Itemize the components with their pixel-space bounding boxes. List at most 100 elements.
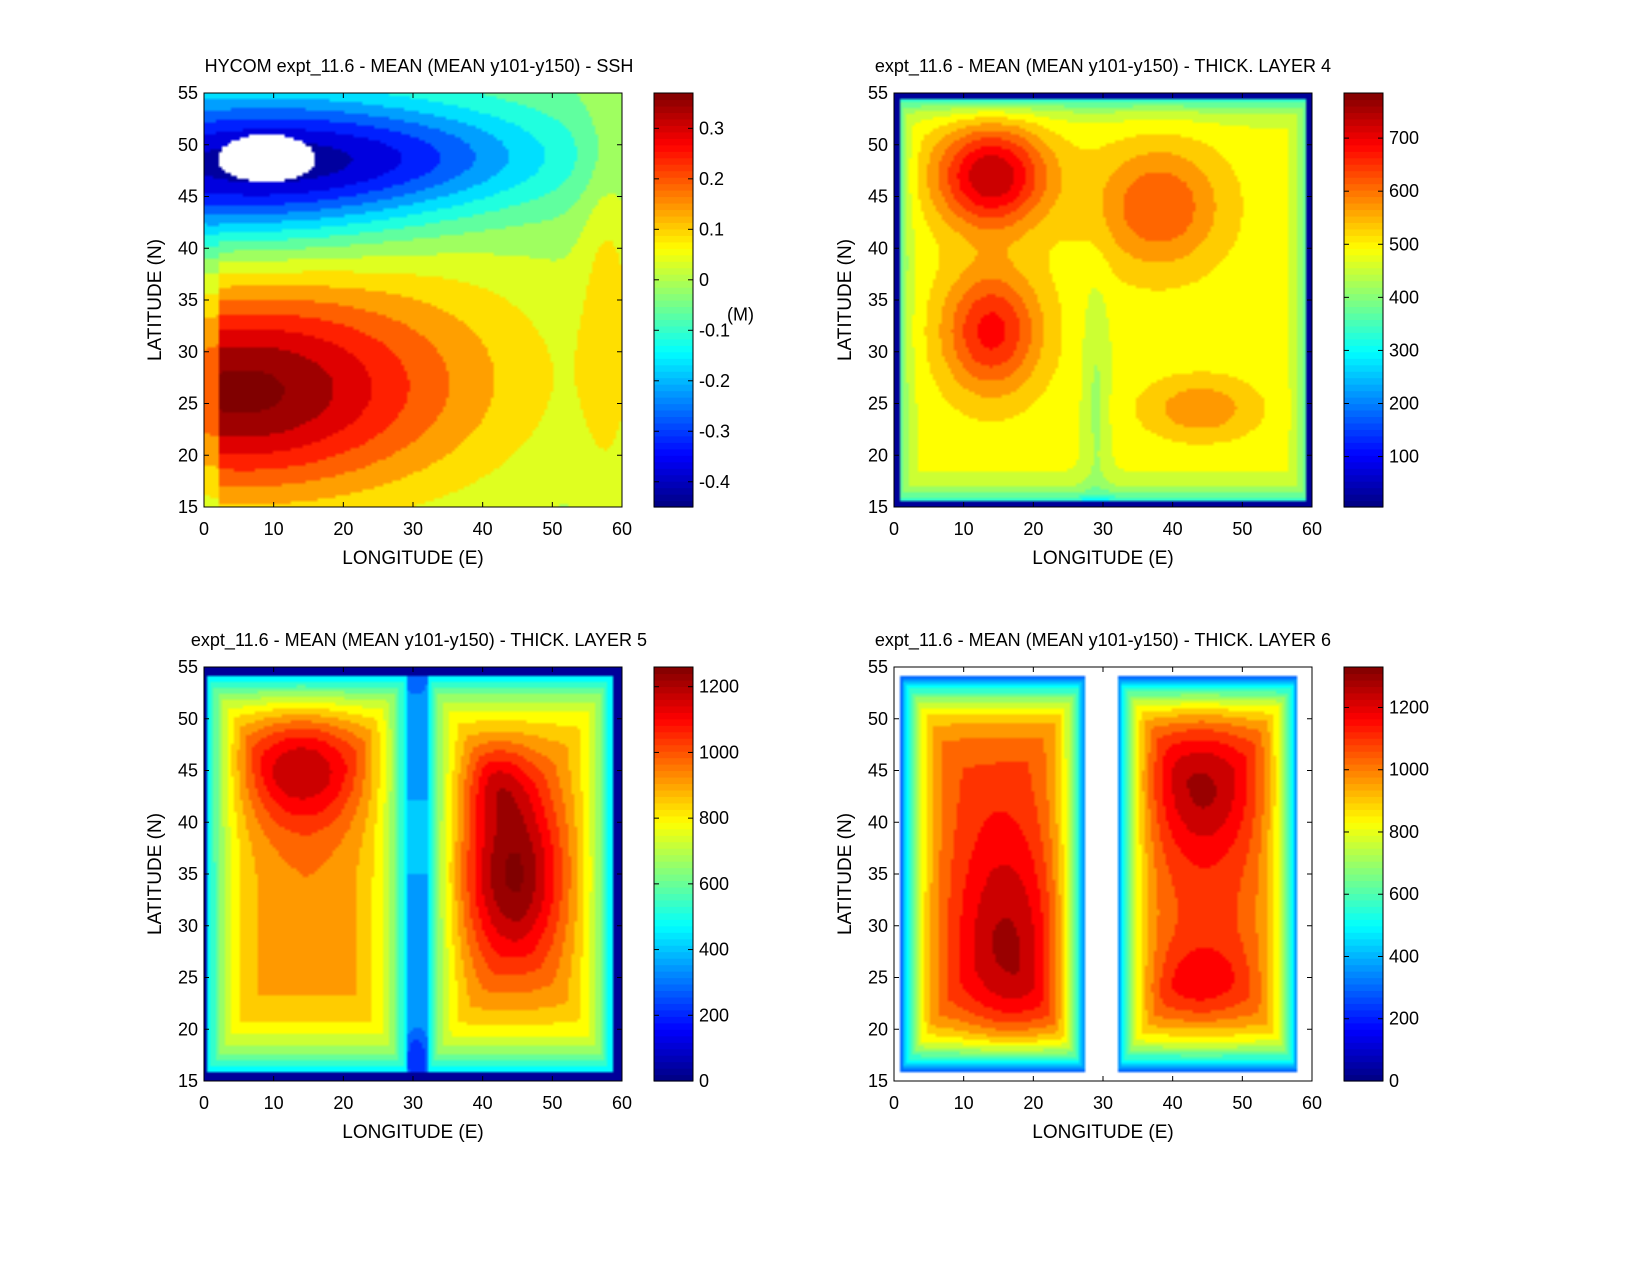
colorbar-tick-label: 600 — [699, 874, 729, 894]
colorbar-step — [654, 919, 693, 927]
colorbar-step — [654, 312, 693, 321]
colorbar-step — [1344, 964, 1383, 972]
colorbar-step — [654, 932, 693, 940]
colorbar-step — [654, 1009, 693, 1017]
x-axis-label: LONGITUDE (E) — [342, 548, 483, 569]
colorbar-step — [654, 345, 693, 353]
colorbar-step — [1344, 293, 1383, 301]
colorbar-step — [654, 964, 693, 972]
colorbar-step — [1344, 325, 1383, 333]
y-tick-label: 40 — [178, 238, 198, 258]
colorbar-step — [1344, 280, 1383, 288]
colorbar-step — [654, 215, 693, 223]
colorbar-step — [654, 815, 693, 823]
y-tick-label: 50 — [868, 709, 888, 729]
colorbar-tick-label: 400 — [1389, 287, 1419, 307]
field-image — [204, 667, 622, 1081]
colorbar-step — [654, 99, 693, 107]
colorbar-step — [1344, 241, 1383, 249]
y-axis-label: LATITUDE (N) — [145, 813, 166, 935]
colorbar-tick-label: 600 — [1389, 181, 1419, 201]
colorbar-step — [1344, 93, 1383, 101]
y-tick-label: 25 — [868, 968, 888, 988]
colorbar-tick-label: 0 — [699, 1071, 709, 1091]
colorbar-step — [654, 1074, 693, 1082]
colorbar-tick-label: 200 — [699, 1005, 729, 1025]
x-axis-label: LONGITUDE (E) — [1032, 548, 1173, 569]
colorbar-step — [654, 364, 693, 372]
colorbar-step — [1344, 874, 1383, 882]
y-tick-label: 55 — [868, 83, 888, 103]
x-axis-label: LONGITUDE (E) — [342, 1122, 483, 1143]
colorbar-step — [1344, 776, 1383, 785]
colorbar-step — [1344, 906, 1383, 914]
colorbar-step — [1344, 692, 1383, 700]
colorbar-step — [654, 951, 693, 959]
colorbar-step — [1344, 202, 1383, 211]
colorbar-tick-label: 200 — [1389, 1009, 1419, 1029]
colorbar-step — [1344, 783, 1383, 791]
colorbar-step — [654, 854, 693, 862]
y-tick-label: 20 — [178, 445, 198, 465]
y-axis-label: LATITUDE (N) — [145, 239, 166, 361]
colorbar-step — [654, 170, 693, 178]
colorbar-step — [1344, 1035, 1383, 1043]
colorbar-step — [1344, 151, 1383, 159]
colorbar-tick-label: 800 — [1389, 822, 1419, 842]
colorbar-step — [1344, 118, 1383, 126]
colorbar-step — [654, 177, 693, 185]
colorbar-tick-label: 800 — [699, 808, 729, 828]
colorbar-step — [1344, 893, 1383, 901]
y-tick-label: 20 — [868, 1019, 888, 1039]
colorbar-step — [654, 300, 693, 308]
colorbar-step — [654, 1016, 693, 1024]
colorbar-step — [654, 241, 693, 249]
colorbar-step — [1344, 1029, 1383, 1037]
colorbar-step — [654, 789, 693, 797]
y-tick-label: 45 — [868, 761, 888, 781]
colorbar-step — [1344, 397, 1383, 405]
colorbar-step — [654, 1022, 693, 1030]
colorbar-step — [654, 494, 693, 502]
colorbar-step — [1344, 1074, 1383, 1082]
colorbar-step — [1344, 112, 1383, 120]
colorbar-step — [654, 274, 693, 282]
colorbar-step — [1344, 455, 1383, 463]
x-tick-label: 30 — [403, 519, 423, 539]
colorbar-step — [1344, 235, 1383, 243]
colorbar-step — [654, 461, 693, 469]
x-tick-label: 60 — [1302, 519, 1322, 539]
colorbar-step — [654, 325, 693, 333]
colorbar-step — [1344, 1016, 1383, 1024]
colorbar-tick-label: -0.2 — [699, 371, 730, 391]
colorbar-step — [654, 222, 693, 230]
y-tick-label: 35 — [868, 864, 888, 884]
colorbar-step — [1344, 267, 1383, 275]
colorbar-tick-label: 1000 — [1389, 760, 1429, 780]
y-tick-label: 15 — [868, 497, 888, 517]
colorbar-step — [1344, 977, 1383, 985]
colorbar-step — [654, 867, 693, 875]
y-tick-label: 25 — [178, 968, 198, 988]
colorbar-step — [654, 712, 693, 720]
colorbar-step — [654, 718, 693, 726]
colorbar-step — [1344, 306, 1383, 314]
x-tick-label: 40 — [1163, 519, 1183, 539]
colorbar-step — [654, 667, 693, 675]
colorbar-step — [654, 481, 693, 489]
colorbar-step — [1344, 886, 1383, 895]
colorbar-step — [654, 358, 693, 366]
colorbar-step — [654, 983, 693, 992]
y-tick-label: 20 — [868, 445, 888, 465]
x-tick-label: 60 — [612, 1093, 632, 1113]
field-image — [894, 93, 1312, 507]
colorbar-step — [654, 841, 693, 849]
y-tick-label: 15 — [178, 497, 198, 517]
colorbar-tick-label: 0.1 — [699, 219, 724, 239]
colorbar-step — [654, 306, 693, 314]
colorbar-tick-label: -0.1 — [699, 320, 730, 340]
y-tick-label: 35 — [868, 290, 888, 310]
colorbar-step — [654, 403, 693, 411]
x-tick-label: 10 — [954, 519, 974, 539]
